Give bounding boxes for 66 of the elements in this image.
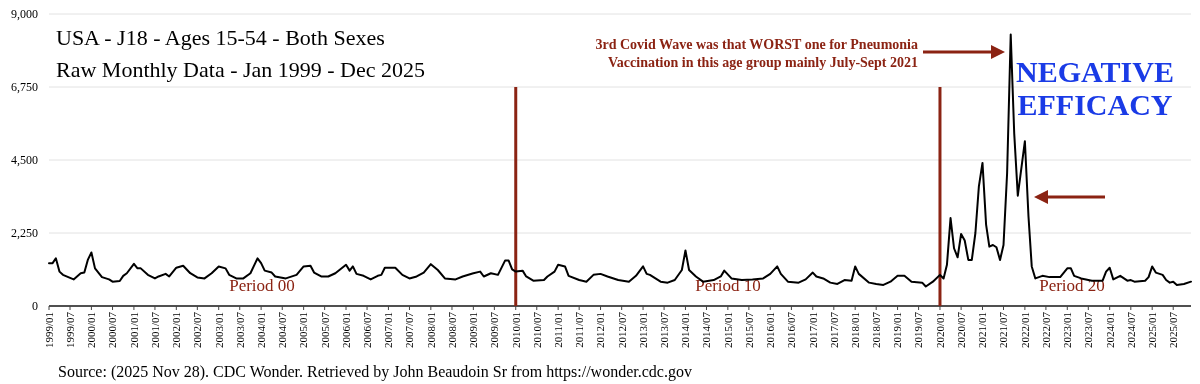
y-tick-label: 9,000 (11, 7, 38, 22)
annotation: 3rd Covid Wave was that WORST one for Pneumonia Vaccination in this age group mainly July-Sept 2021 (595, 37, 918, 70)
x-tick-label: 2000/07 (106, 311, 119, 349)
x-tick-label: 2002/01 (170, 312, 183, 349)
x-tick-label: 2005/01 (297, 312, 310, 349)
x-tick-label: 1999/07 (63, 311, 76, 349)
source-note: Source: (2025 Nov 28). CDC Wonder. Retrieved by John Beaudoin Sr from https://wonder.cdc.gov (58, 363, 692, 381)
x-tick-label: 2025/07 (1167, 311, 1180, 349)
y-tick-label: 6,750 (11, 80, 38, 95)
x-tick-label: 2014/01 (679, 312, 692, 349)
x-tick-label: 2012/01 (594, 312, 607, 349)
x-tick-label: 2017/07 (827, 311, 840, 349)
x-tick-label: 1999/01 (42, 312, 55, 349)
x-tick-label: 2021/07 (997, 311, 1010, 349)
x-tick-label: 2025/01 (1146, 312, 1159, 349)
x-tick-label: 2021/01 (976, 312, 989, 349)
x-tick-label: 2015/07 (742, 311, 755, 349)
x-tick-label: 2012/07 (615, 311, 628, 349)
annotation: Period 10 (695, 276, 761, 295)
x-tick-label: 2010/07 (530, 311, 543, 349)
x-tick-label: 2013/07 (657, 311, 670, 349)
x-tick-label: 2009/07 (488, 311, 501, 349)
x-tick-label: 2008/07 (445, 311, 458, 349)
x-tick-label: 2001/01 (127, 312, 140, 349)
x-tick-label: 2022/01 (1018, 312, 1031, 349)
x-tick-label: 2020/07 (954, 311, 967, 349)
x-tick-label: 2002/07 (191, 311, 204, 349)
y-tick-label: 2,250 (11, 226, 38, 241)
x-tick-label: 2016/07 (785, 311, 798, 349)
x-tick-label: 2016/01 (764, 312, 777, 349)
x-tick-label: 2019/07 (912, 311, 925, 349)
x-tick-label: 2007/01 (382, 312, 395, 349)
x-tick-label: 2003/07 (233, 311, 246, 349)
y-tick-label: 0 (32, 299, 38, 314)
x-tick-label: 2004/01 (254, 312, 267, 349)
x-tick-label: 2010/01 (509, 312, 522, 349)
text: USA - J18 - Ages 15-54 - Both Sexes (56, 25, 385, 50)
annotation: NEGATIVE EFFICACY (1016, 55, 1174, 121)
x-tick-label: 2023/07 (1082, 311, 1095, 349)
x-tick-label: 2024/07 (1124, 311, 1137, 349)
x-tick-label: 2019/01 (891, 312, 904, 349)
x-tick-label: 2011/01 (551, 312, 564, 348)
x-tick-label: 2023/01 (1061, 312, 1074, 349)
x-tick-label: 2003/01 (212, 312, 225, 349)
x-tick-label: 2009/01 (467, 312, 480, 349)
x-tick-label: 2024/01 (1103, 312, 1116, 349)
x-tick-label: 2022/07 (1039, 311, 1052, 349)
x-tick-label: 2011/07 (573, 311, 586, 348)
annotation: Period 00 (229, 276, 295, 295)
x-tick-label: 2008/01 (424, 312, 437, 349)
x-tick-label: 2014/07 (700, 311, 713, 349)
y-tick-label: 4,500 (11, 153, 38, 168)
x-tick-label: 2020/01 (933, 312, 946, 349)
x-tick-label: 2005/07 (318, 311, 331, 349)
x-tick-label: 2018/07 (870, 311, 883, 349)
x-tick-label: 2013/01 (636, 312, 649, 349)
text: Raw Monthly Data - Jan 1999 - Dec 2025 (56, 57, 426, 82)
x-tick-label: 2006/07 (360, 311, 373, 349)
x-tick-label: 2015/01 (721, 312, 734, 349)
x-tick-label: 2004/07 (276, 311, 289, 349)
x-tick-label: 2017/01 (806, 312, 819, 349)
x-tick-label: 2001/07 (148, 311, 161, 349)
x-tick-label: 2018/01 (849, 312, 862, 349)
x-tick-label: 2006/01 (339, 312, 352, 349)
x-tick-label: 2000/01 (85, 312, 98, 349)
x-tick-label: 2007/07 (403, 311, 416, 349)
